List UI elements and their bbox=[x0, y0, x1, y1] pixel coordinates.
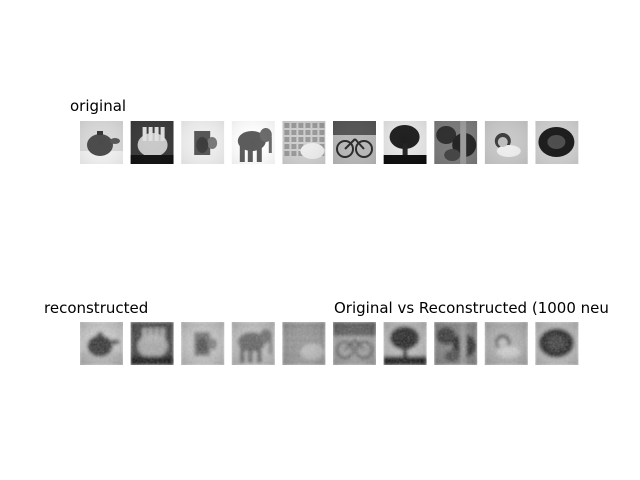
reconstructed-image-tree bbox=[383, 322, 427, 365]
original-image-elephant bbox=[231, 121, 275, 164]
original-image-tree bbox=[383, 121, 427, 164]
original-image-child bbox=[484, 121, 528, 164]
reconstructed-image-foliage bbox=[434, 322, 478, 365]
original-image-keyboard bbox=[282, 121, 326, 164]
reconstructed-image-elephant bbox=[231, 322, 275, 365]
reconstructed-image-bicycle bbox=[333, 322, 376, 365]
reconstructed-image-keyboard bbox=[282, 322, 326, 365]
original-image-hand bbox=[130, 121, 174, 164]
original-image-foliage bbox=[434, 121, 478, 164]
reconstructed-image-teapot bbox=[80, 322, 123, 365]
reconstructed-image-mug bbox=[181, 322, 225, 365]
row-label-reconstructed: reconstructed bbox=[44, 299, 149, 317]
original-image-dark-object bbox=[535, 121, 579, 164]
reconstructed-image-child bbox=[484, 322, 528, 365]
original-image-mug bbox=[181, 121, 225, 164]
figure-title: Original vs Reconstructed (1000 neu bbox=[334, 299, 609, 317]
original-image-teapot bbox=[80, 121, 123, 164]
row-label-original: original bbox=[70, 97, 127, 115]
original-image-bicycle bbox=[333, 121, 376, 164]
reconstructed-image-dark-object bbox=[535, 322, 579, 365]
reconstructed-image-hand bbox=[130, 322, 174, 365]
